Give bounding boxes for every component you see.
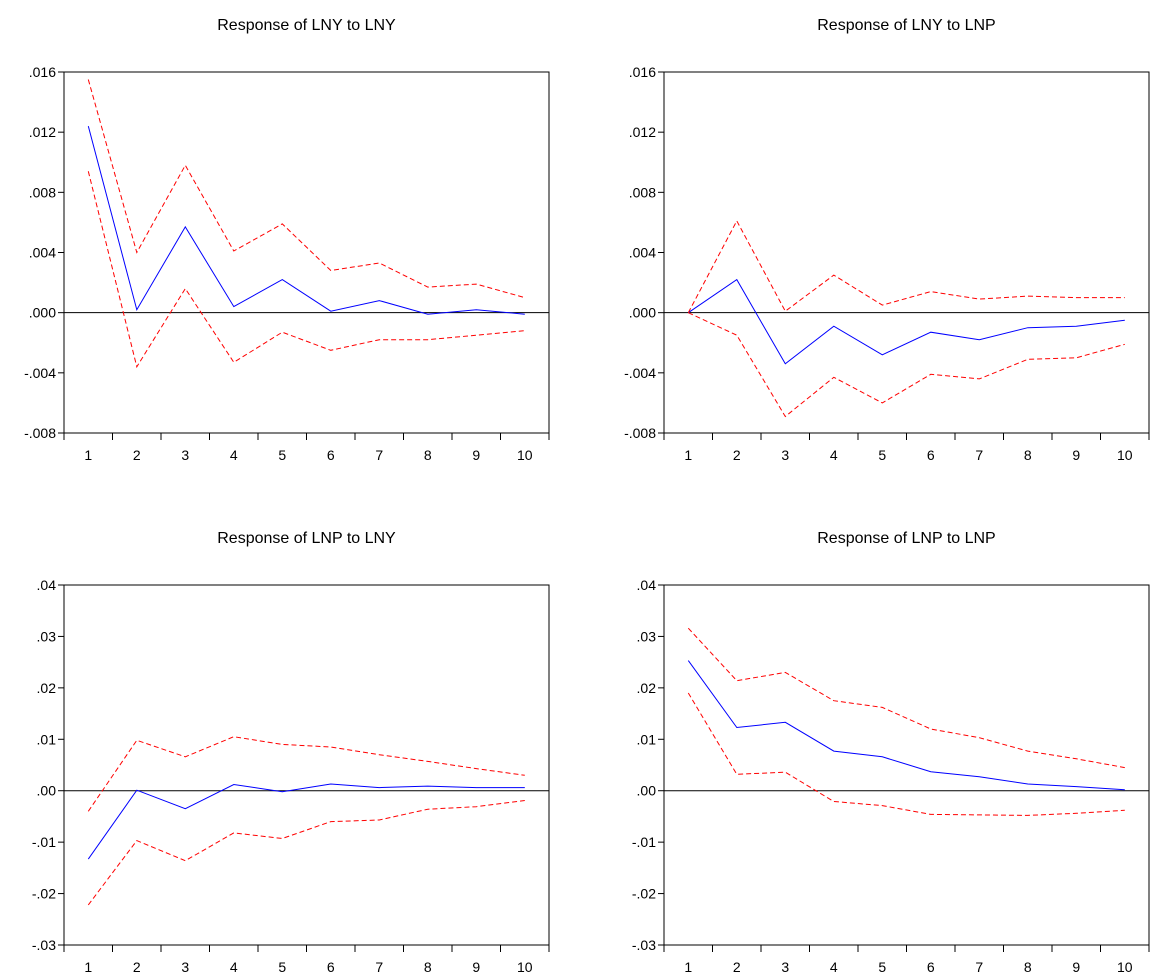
chart-title: Response of LNY to LNP xyxy=(817,17,995,34)
y-tick-label: .012 xyxy=(629,124,656,140)
upper-band-line xyxy=(687,219,1125,313)
chart-panel-1: Response of LNY to LNY .016 .012 .008 .004 .0… xyxy=(24,17,550,463)
x-tick-label: 10 xyxy=(517,959,533,975)
y-tick-label: .01 xyxy=(637,731,657,747)
y-tick-label: .02 xyxy=(37,680,57,696)
x-tick-label: 2 xyxy=(733,959,741,975)
x-tick-label: 7 xyxy=(975,959,983,975)
x-tick-label: 5 xyxy=(278,959,286,975)
chart-panel-2: Response of LNY to LNP .016 .012 .008 .004 .0… xyxy=(624,17,1150,463)
plot-frame xyxy=(663,584,1150,946)
x-tick-label: 10 xyxy=(1117,447,1133,463)
y-tick-label: .01 xyxy=(37,731,57,747)
y-tick-label: .04 xyxy=(37,577,57,593)
y-tick-label: .03 xyxy=(37,628,57,644)
response-line xyxy=(87,125,525,315)
x-tick-label: 9 xyxy=(1072,447,1080,463)
x-tick-label: 8 xyxy=(1024,447,1032,463)
y-tick-label: -.004 xyxy=(24,365,56,381)
lower-band-line xyxy=(87,800,525,906)
x-tick-label: 2 xyxy=(733,447,741,463)
x-tick-label: 10 xyxy=(1117,959,1133,975)
x-tick-label: 4 xyxy=(230,447,238,463)
x-tick-label: 6 xyxy=(327,447,335,463)
response-line xyxy=(87,783,525,860)
y-tick-label: .004 xyxy=(29,245,56,261)
lower-band-line xyxy=(87,171,525,369)
upper-band-line xyxy=(87,736,525,812)
y-tick-label: .00 xyxy=(637,783,657,799)
y-tick-label: -.02 xyxy=(32,886,56,902)
y-tick-label: -.01 xyxy=(32,834,56,850)
plot-frame xyxy=(63,584,550,946)
lower-band-line xyxy=(688,312,1125,418)
x-tick-label: 9 xyxy=(1072,959,1080,975)
y-tick-label: .012 xyxy=(29,124,56,140)
x-tick-label: 3 xyxy=(781,959,789,975)
lower-band-line xyxy=(687,692,1125,816)
x-tick-label: 5 xyxy=(878,447,886,463)
chart-title: Response of LNP to LNY xyxy=(217,530,396,547)
y-tick-label: -.008 xyxy=(24,425,56,441)
response-line xyxy=(688,278,1125,365)
y-tick-label: -.03 xyxy=(32,937,56,953)
x-tick-label: 2 xyxy=(133,447,141,463)
x-tick-label: 3 xyxy=(181,447,189,463)
upper-band-line xyxy=(87,79,525,299)
plot-frame xyxy=(663,71,1150,434)
y-tick-label: .008 xyxy=(629,184,656,200)
chart-panel-4: Response of LNP to LNP .04 .03 .02 .01 .00 -.0… xyxy=(632,530,1150,975)
x-tick-label: 6 xyxy=(927,959,935,975)
x-tick-label: 5 xyxy=(278,447,286,463)
x-tick-label: 4 xyxy=(830,959,838,975)
y-tick-label: .000 xyxy=(629,305,656,321)
y-tick-label: -.02 xyxy=(632,886,656,902)
x-tick-label: 3 xyxy=(781,447,789,463)
x-tick-label: 7 xyxy=(375,447,383,463)
x-tick-label: 10 xyxy=(517,447,533,463)
chart-title: Response of LNP to LNP xyxy=(817,530,995,547)
y-tick-label: .00 xyxy=(37,783,57,799)
response-line xyxy=(687,660,1125,791)
y-tick-label: .02 xyxy=(637,680,657,696)
y-tick-label: .008 xyxy=(29,184,56,200)
y-tick-label: -.004 xyxy=(624,365,656,381)
x-tick-label: 7 xyxy=(975,447,983,463)
chart-panel-3: Response of LNP to LNY .04 .03 .02 .01 .00 -.0… xyxy=(32,530,550,975)
x-tick-label: 9 xyxy=(472,959,480,975)
y-tick-label: -.01 xyxy=(632,834,656,850)
y-tick-label: .016 xyxy=(29,64,56,80)
y-tick-label: .000 xyxy=(29,305,56,321)
x-tick-label: 4 xyxy=(230,959,238,975)
x-tick-label: 8 xyxy=(424,959,432,975)
y-tick-label: .016 xyxy=(629,64,656,80)
y-tick-label: .03 xyxy=(637,628,657,644)
x-tick-label: 8 xyxy=(424,447,432,463)
x-tick-label: 1 xyxy=(84,959,92,975)
x-tick-label: 1 xyxy=(684,447,692,463)
x-tick-label: 6 xyxy=(327,959,335,975)
x-tick-label: 2 xyxy=(133,959,141,975)
x-tick-label: 1 xyxy=(684,959,692,975)
x-tick-label: 7 xyxy=(375,959,383,975)
y-tick-label: -.008 xyxy=(624,425,656,441)
chart-title: Response of LNY to LNY xyxy=(217,17,396,34)
y-tick-label: .004 xyxy=(629,245,656,261)
x-tick-label: 4 xyxy=(830,447,838,463)
x-tick-label: 8 xyxy=(1024,959,1032,975)
x-tick-label: 1 xyxy=(84,447,92,463)
x-tick-label: 9 xyxy=(472,447,480,463)
y-tick-label: -.03 xyxy=(632,937,656,953)
x-tick-label: 6 xyxy=(927,447,935,463)
x-tick-label: 3 xyxy=(181,959,189,975)
upper-band-line xyxy=(687,627,1125,769)
y-tick-label: .04 xyxy=(637,577,657,593)
x-tick-label: 5 xyxy=(878,959,886,975)
